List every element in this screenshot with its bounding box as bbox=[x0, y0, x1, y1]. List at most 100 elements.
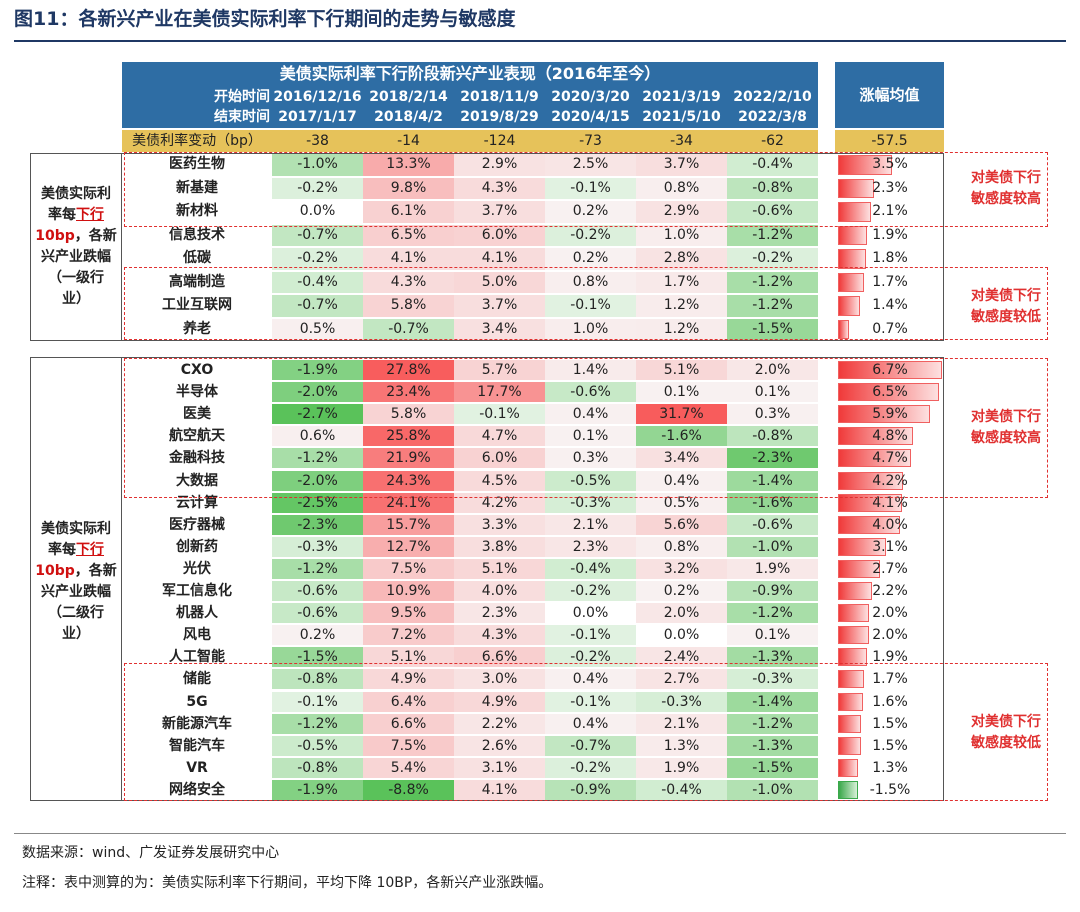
avg-bar bbox=[838, 202, 871, 222]
side-text-red: 下行 bbox=[76, 207, 104, 223]
avg-value: 2.3% bbox=[872, 179, 908, 196]
group2-side: 美债实际利 率每下行 10bp，各新 兴产业跌幅 （二级行 业） bbox=[30, 357, 122, 801]
side-line: 业） bbox=[62, 626, 90, 642]
note-line: 敏感度较高 bbox=[971, 191, 1041, 207]
data-cell: 27.8% bbox=[363, 360, 454, 381]
data-cell: 5.1% bbox=[363, 647, 454, 668]
data-cell: 3.2% bbox=[636, 558, 727, 579]
high-sensitivity-note: 对美债下行 敏感度较高 bbox=[946, 168, 1066, 210]
side-line: 率每下行 bbox=[32, 540, 120, 561]
avg-bar bbox=[838, 405, 930, 424]
data-cell: 5.8% bbox=[363, 295, 454, 317]
data-cell: 2.0% bbox=[636, 603, 727, 624]
side-line: 美债实际利 bbox=[41, 521, 111, 537]
row-name: 智能汽车 bbox=[169, 737, 225, 754]
data-cell: 4.7% bbox=[454, 426, 545, 447]
data-cell: 2.4% bbox=[636, 647, 727, 668]
row-name: 5G bbox=[186, 693, 208, 710]
data-cell: -0.2% bbox=[727, 248, 818, 270]
data-cell: 0.8% bbox=[636, 177, 727, 199]
period-start: 2021/3/19 bbox=[642, 89, 721, 105]
data-cell: -1.3% bbox=[727, 647, 818, 668]
side-line: 兴产业跌幅 bbox=[41, 584, 111, 600]
side-line: 兴产业跌幅 bbox=[41, 249, 111, 265]
row-name: 风电 bbox=[183, 627, 211, 644]
side-line: 10bp，各新 bbox=[32, 226, 120, 247]
period-end: 2019/8/29 bbox=[460, 109, 539, 125]
avg-value: 4.1% bbox=[872, 494, 908, 511]
period-start: 2018/11/9 bbox=[460, 89, 539, 105]
rate-change-row: 美债利率变动（bp） -38 -14 -124 -73 -34 -62 bbox=[122, 130, 818, 152]
avg-value: 1.6% bbox=[872, 693, 908, 710]
side-line: 业） bbox=[62, 291, 90, 307]
data-cell: -1.4% bbox=[727, 470, 818, 491]
row-name: 光伏 bbox=[183, 560, 211, 577]
data-cell: 0.4% bbox=[545, 713, 636, 734]
data-cell: 0.1% bbox=[727, 625, 818, 646]
side-line: 率每下行 bbox=[32, 205, 120, 226]
group1-box bbox=[30, 153, 944, 341]
avg-bar bbox=[838, 604, 870, 623]
side-line: （一级行 bbox=[48, 270, 104, 286]
rate-change-label: 美债利率变动（bp） bbox=[132, 133, 262, 149]
side-text: ，各新 bbox=[74, 228, 117, 244]
period-start: 2016/12/16 bbox=[273, 89, 362, 105]
avg-bar bbox=[838, 582, 873, 601]
data-cell: -0.7% bbox=[363, 318, 454, 340]
avg-bar bbox=[838, 736, 862, 755]
data-cell: 6.6% bbox=[454, 647, 545, 668]
data-cell: -0.8% bbox=[272, 757, 363, 778]
rate-change-value: -14 bbox=[397, 133, 420, 149]
rate-change-value: -38 bbox=[306, 133, 329, 149]
data-cell: -0.2% bbox=[545, 224, 636, 246]
data-cell: -0.1% bbox=[545, 177, 636, 199]
data-cell: -0.4% bbox=[545, 558, 636, 579]
avg-value: 0.7% bbox=[872, 320, 908, 337]
data-cell: 3.4% bbox=[636, 448, 727, 469]
side-text: ，各新 bbox=[74, 563, 117, 579]
data-cell: 3.1% bbox=[454, 757, 545, 778]
data-cell: -0.2% bbox=[545, 581, 636, 602]
avg-value: 1.7% bbox=[872, 273, 908, 290]
low-sensitivity-box-1 bbox=[124, 267, 1048, 340]
data-cell: 2.1% bbox=[636, 713, 727, 734]
data-cell: 0.4% bbox=[636, 470, 727, 491]
avg-bar bbox=[838, 225, 868, 245]
avg-bar bbox=[838, 559, 880, 578]
data-cell: 0.0% bbox=[272, 201, 363, 223]
data-cell: -0.2% bbox=[545, 647, 636, 668]
avg-value: 2.1% bbox=[872, 203, 908, 219]
data-cell: 2.5% bbox=[545, 154, 636, 176]
data-cell: 2.9% bbox=[454, 154, 545, 176]
row-name: 人工智能 bbox=[169, 649, 225, 666]
data-cell: 0.3% bbox=[727, 404, 818, 425]
row-name: 新基建 bbox=[176, 179, 218, 196]
data-cell: -0.2% bbox=[272, 248, 363, 270]
row-name: 新材料 bbox=[176, 203, 218, 219]
avg-value: 3.5% bbox=[872, 156, 908, 172]
data-cell: 4.9% bbox=[454, 691, 545, 712]
data-cell: 3.4% bbox=[454, 318, 545, 340]
start-time-label: 开始时间 bbox=[214, 89, 270, 105]
data-cell: 4.1% bbox=[454, 248, 545, 270]
avg-bar bbox=[838, 272, 865, 292]
side-line: 美债实际利 bbox=[41, 186, 111, 202]
data-cell: -8.8% bbox=[363, 779, 454, 800]
avg-value: 1.5% bbox=[872, 737, 908, 754]
row-name: 低碳 bbox=[183, 250, 211, 266]
row-name: 新能源汽车 bbox=[162, 715, 232, 732]
data-cell: 17.7% bbox=[454, 382, 545, 403]
data-cell: -0.1% bbox=[545, 691, 636, 712]
period-start: 2020/3/20 bbox=[551, 89, 630, 105]
data-cell: -0.5% bbox=[272, 735, 363, 756]
data-cell: -0.2% bbox=[545, 757, 636, 778]
data-cell: -0.2% bbox=[272, 177, 363, 199]
avg-bar bbox=[838, 648, 868, 667]
avg-value: 1.3% bbox=[872, 759, 908, 776]
high-sensitivity-note: 对美债下行 敏感度较高 bbox=[946, 407, 1066, 449]
data-cell: -2.7% bbox=[272, 404, 363, 425]
avg-value: 4.2% bbox=[872, 472, 908, 489]
avg-value: 2.0% bbox=[872, 605, 908, 622]
avg-bar bbox=[838, 758, 859, 777]
rate-change-value: -34 bbox=[670, 133, 693, 149]
